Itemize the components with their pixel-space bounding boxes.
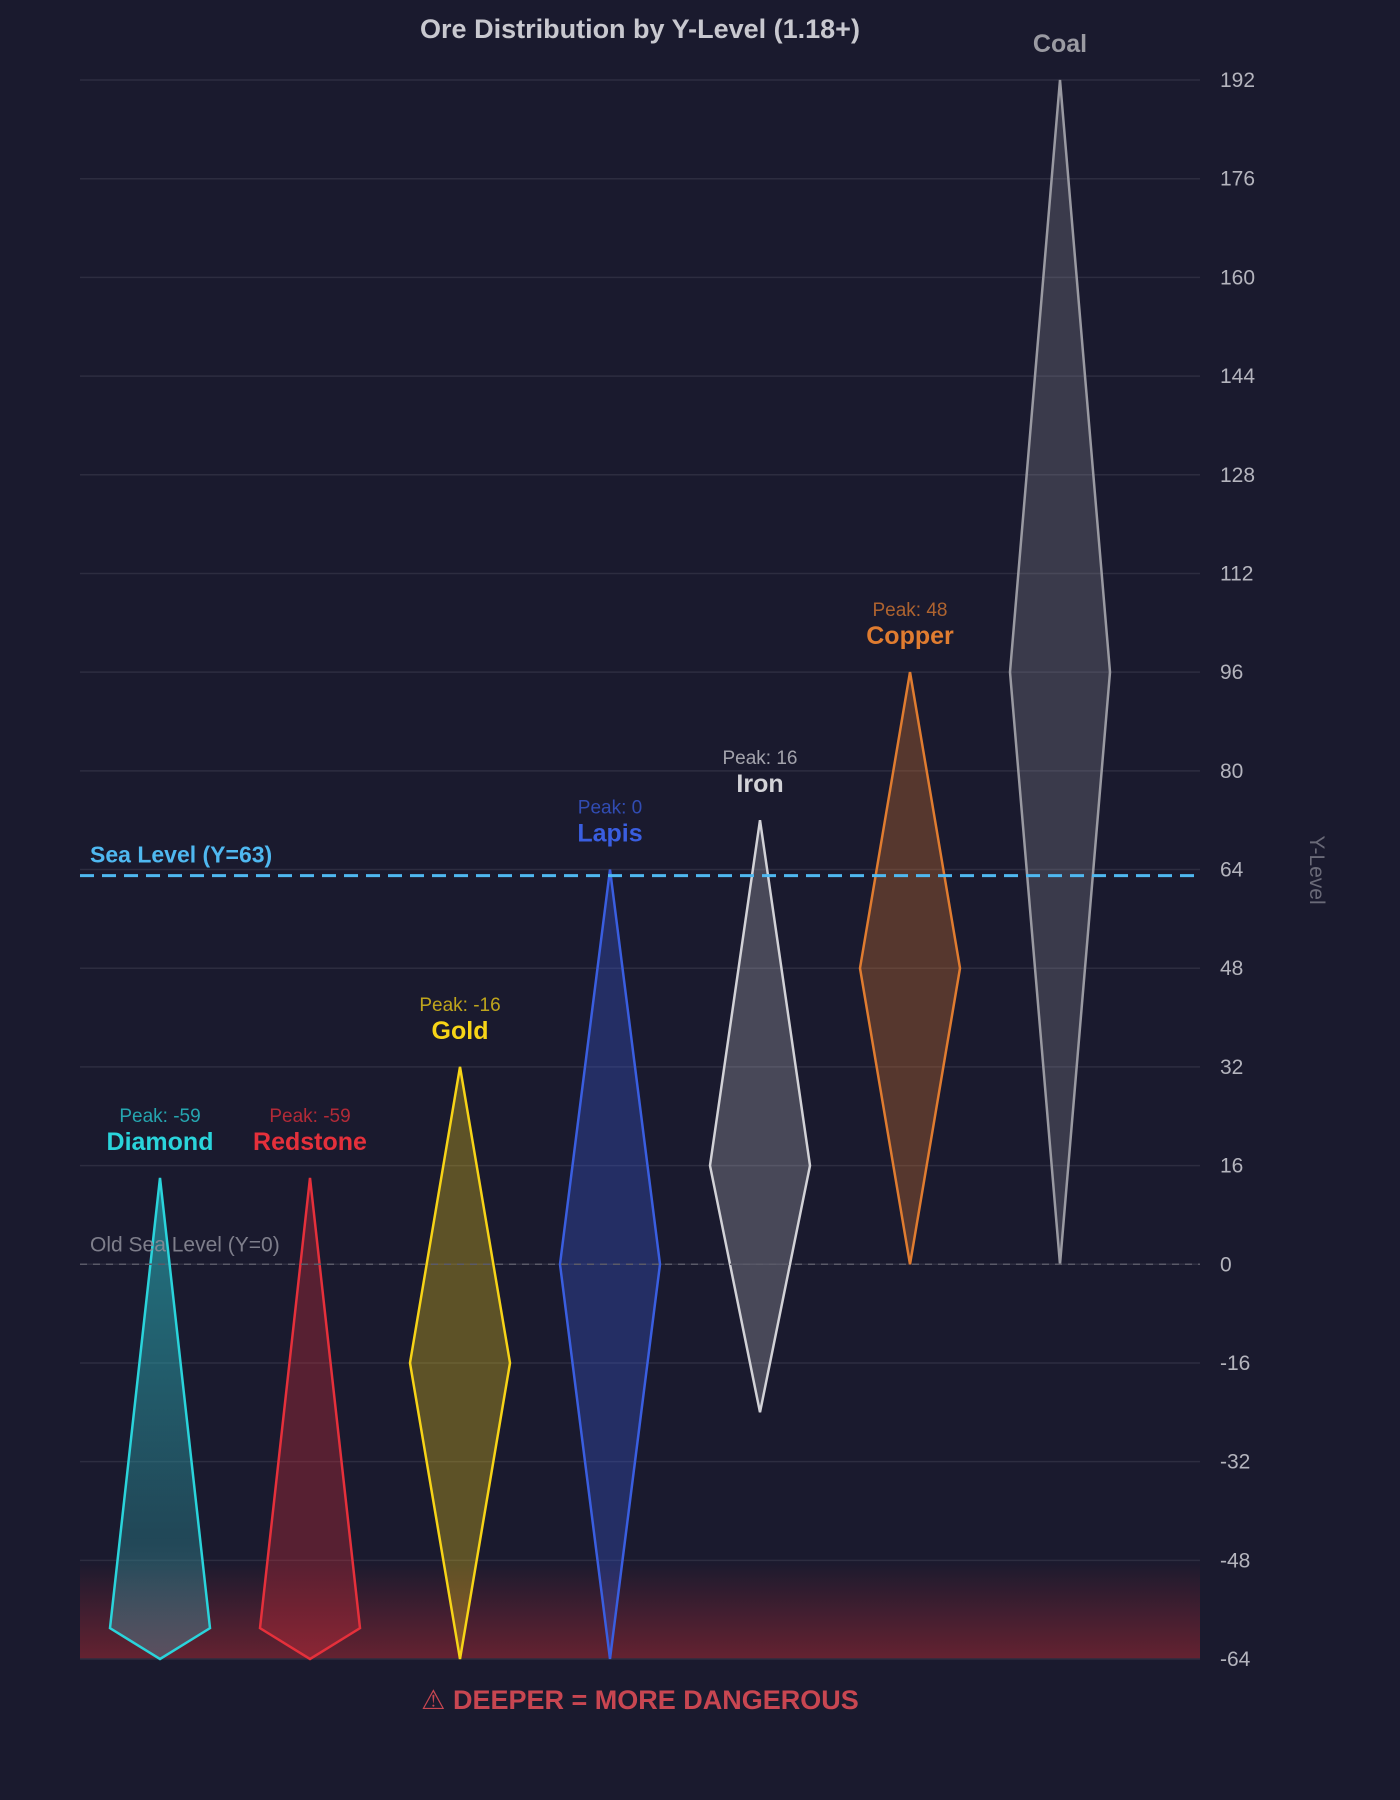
- y-tick-label: -48: [1220, 1549, 1250, 1572]
- y-tick-label: 64: [1220, 859, 1244, 882]
- ore-shape-diamond: [108, 1177, 212, 1661]
- ore-shape-copper: [858, 671, 962, 1265]
- danger-annotation: ⚠ DEEPER = MORE DANGEROUS: [421, 1685, 859, 1715]
- ore-shape-iron: [708, 819, 812, 1413]
- peak-label-redstone: Peak: -59: [269, 1106, 350, 1127]
- y-tick-label: 32: [1220, 1056, 1243, 1079]
- y-axis-label: Y-Level: [1305, 835, 1328, 904]
- y-tick-label: -64: [1220, 1648, 1251, 1671]
- y-tick-label: -16: [1220, 1352, 1250, 1375]
- ore-shape-coal: [1008, 79, 1112, 1265]
- ore-shape-gold: [408, 1066, 512, 1660]
- y-tick-label: 96: [1220, 661, 1243, 684]
- y-tick-label: 48: [1220, 957, 1243, 980]
- peak-label-lapis: Peak: 0: [578, 798, 642, 819]
- peak-label-iron: Peak: 16: [723, 748, 798, 769]
- y-tick-label: 128: [1220, 464, 1255, 487]
- y-tick-label: 176: [1220, 168, 1255, 191]
- y-tick-label: 112: [1220, 562, 1253, 585]
- chart-title: Ore Distribution by Y-Level (1.18+): [420, 14, 860, 44]
- ore-shape-lapis: [558, 869, 662, 1660]
- y-tick-label: 0: [1220, 1253, 1232, 1276]
- peak-label-gold: Peak: -16: [419, 995, 500, 1016]
- danger-zone: [80, 1560, 1200, 1659]
- y-tick-label: 192: [1220, 69, 1255, 92]
- peak-label-diamond: Peak: -59: [119, 1106, 200, 1127]
- ore-name-diamond: Diamond: [107, 1128, 214, 1156]
- y-tick-label: 80: [1220, 760, 1243, 783]
- old-sea-level-label: Old Sea Level (Y=0): [90, 1233, 280, 1256]
- ore-name-iron: Iron: [736, 770, 783, 798]
- sea-level-label: Sea Level (Y=63): [90, 842, 272, 868]
- y-tick-label: 144: [1220, 365, 1255, 388]
- ore-name-redstone: Redstone: [253, 1128, 367, 1156]
- peak-label-copper: Peak: 48: [873, 600, 948, 621]
- y-tick-label: 16: [1220, 1155, 1243, 1178]
- ore-shape-redstone: [258, 1177, 362, 1661]
- ore-name-lapis: Lapis: [577, 820, 642, 848]
- y-tick-label: 160: [1220, 266, 1255, 289]
- ore-name-copper: Copper: [866, 622, 954, 650]
- ore-name-gold: Gold: [432, 1017, 489, 1045]
- ore-name-coal: Coal: [1033, 30, 1087, 58]
- y-tick-label: -32: [1220, 1451, 1250, 1474]
